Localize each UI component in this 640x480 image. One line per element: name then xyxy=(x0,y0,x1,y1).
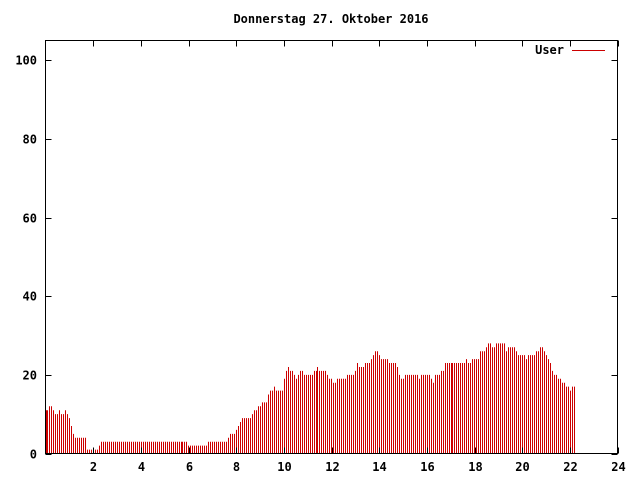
x-tick-label: 8 xyxy=(233,460,240,474)
x-tick-label: 20 xyxy=(515,460,529,474)
y-tick-label: 60 xyxy=(23,212,37,226)
chart-title: Donnerstag 27. Oktober 2016 xyxy=(233,12,428,26)
x-tick-label: 12 xyxy=(325,460,339,474)
x-tick-label: 24 xyxy=(611,460,625,474)
x-tick-label: 4 xyxy=(138,460,145,474)
plot-frame xyxy=(45,40,618,454)
x-tick-label: 18 xyxy=(468,460,482,474)
y-tick-label: 80 xyxy=(23,133,37,147)
bars-group xyxy=(46,343,575,454)
y-tick-label: 40 xyxy=(23,290,37,304)
x-tick-label: 2 xyxy=(90,460,97,474)
legend: User xyxy=(535,43,605,57)
y-tick-label: 20 xyxy=(23,369,37,383)
x-tick-label: 22 xyxy=(563,460,577,474)
x-tick-label: 16 xyxy=(420,460,434,474)
y-tick-label: 0 xyxy=(30,448,37,462)
x-tick-label: 6 xyxy=(186,460,193,474)
legend-label-user: User xyxy=(535,43,564,57)
y-tick-label: 100 xyxy=(15,54,37,68)
x-tick-label: 14 xyxy=(372,460,386,474)
x-tick-label: 10 xyxy=(277,460,291,474)
